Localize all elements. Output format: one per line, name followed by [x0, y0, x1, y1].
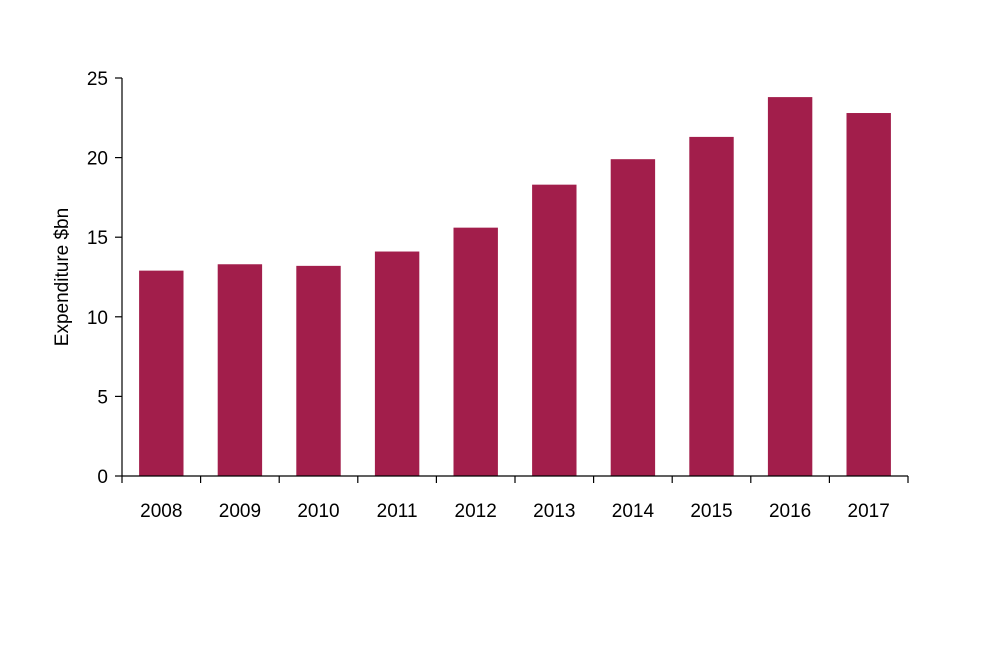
x-tick-label: 2014 — [612, 501, 655, 522]
x-tick-label: 2016 — [769, 501, 811, 522]
y-tick-label: 5 — [97, 387, 108, 408]
x-axis-ticks: 2008 2009 2010 2011 2012 2013 2014 2015 2016 2017 — [121, 476, 909, 522]
x-tick-label: 2017 — [848, 501, 890, 522]
x-tick-label: 2010 — [297, 501, 339, 522]
bar-2015 — [689, 136, 734, 476]
bar-2009 — [217, 264, 263, 476]
x-tick-label: 2013 — [533, 501, 575, 522]
y-tick-label: 0 — [97, 467, 108, 488]
bar-2012 — [453, 227, 498, 476]
bar-2017 — [846, 113, 891, 477]
x-tick-label: 2012 — [455, 501, 497, 522]
bar-2010 — [296, 265, 341, 476]
x-tick-label: 2008 — [140, 501, 182, 522]
x-tick-label: 2015 — [690, 501, 732, 522]
y-axis-ticks: 0 5 10 15 20 25 — [87, 69, 122, 488]
x-tick-label: 2009 — [219, 501, 261, 522]
x-tick-label: 2011 — [377, 501, 418, 522]
bar-2014 — [610, 159, 656, 476]
y-tick-label: 15 — [87, 228, 108, 249]
y-tick-label: 25 — [87, 69, 108, 90]
y-tick-label: 20 — [87, 149, 108, 170]
bar-2013 — [532, 184, 577, 476]
bar-2016 — [767, 97, 813, 476]
bar-2008 — [139, 270, 184, 476]
y-tick-label: 10 — [87, 308, 108, 329]
bar-2011 — [374, 251, 420, 476]
bars-group — [139, 97, 891, 477]
y-axis-title: Expenditure $bn — [52, 208, 73, 346]
